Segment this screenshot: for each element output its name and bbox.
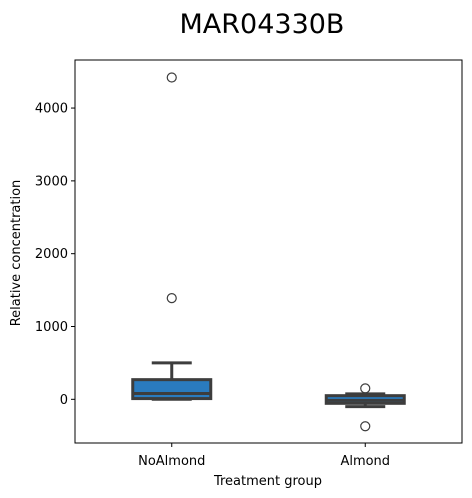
outlier-point	[167, 294, 176, 303]
box-series	[133, 73, 405, 431]
x-tick-label: Almond	[340, 454, 390, 469]
y-tick-label: 4000	[35, 102, 68, 117]
outlier-point	[361, 384, 370, 393]
y-axis-label: Relative concentration	[9, 180, 24, 327]
y-tick-label: 3000	[35, 174, 68, 189]
y-tick-label: 1000	[35, 320, 68, 335]
outlier-point	[361, 422, 370, 431]
y-tick-label: 2000	[35, 247, 68, 262]
chart-title: MAR04330B	[180, 9, 345, 40]
y-axis: 0 1000 2000 3000 4000	[35, 102, 75, 408]
y-tick-label: 0	[60, 393, 68, 408]
box-almond	[326, 384, 404, 431]
x-axis-label: Treatment group	[213, 474, 322, 489]
box-noalmond	[133, 73, 211, 399]
x-tick-label: NoAlmond	[138, 454, 205, 469]
iqr-box	[133, 380, 211, 399]
outlier-point	[167, 73, 176, 82]
x-axis: NoAlmond Almond	[138, 443, 390, 469]
